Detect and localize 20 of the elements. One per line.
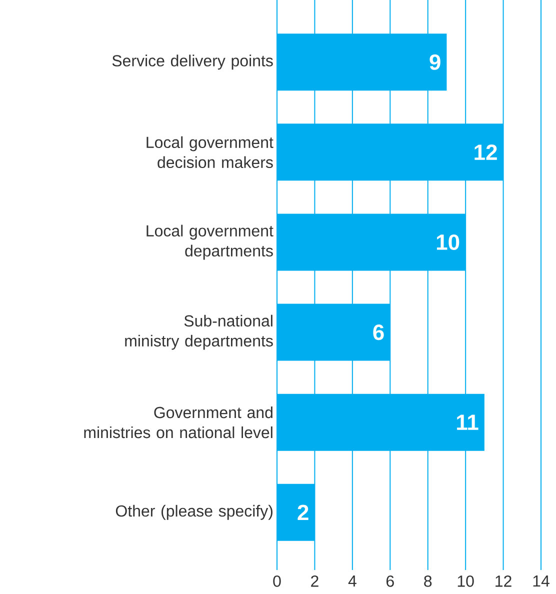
x-tick-label: 8 bbox=[424, 576, 432, 587]
y-tick-label: Other (please specify) bbox=[116, 504, 272, 520]
data-label: 9 bbox=[430, 54, 440, 70]
x-tick-label: 6 bbox=[386, 576, 394, 587]
y-tick-label: Government and ministries on national level bbox=[84, 406, 272, 438]
x-tick-label: 10 bbox=[458, 576, 474, 587]
y-tick-label: Service delivery points bbox=[112, 54, 273, 70]
y-tick-label: Sub-national ministry departments bbox=[125, 314, 273, 350]
x-tick-label: 0 bbox=[273, 576, 281, 587]
x-tick-label: 14 bbox=[533, 576, 550, 587]
data-label: 12 bbox=[474, 144, 497, 160]
x-tick-label: 12 bbox=[496, 576, 512, 587]
y-tick-label: Local government departments bbox=[146, 224, 274, 260]
x-tick-label: 4 bbox=[348, 576, 356, 587]
data-label: 11 bbox=[457, 414, 478, 430]
data-label: 6 bbox=[373, 324, 384, 340]
data-label: 10 bbox=[436, 234, 460, 250]
y-tick-label: Local government decision makers bbox=[146, 136, 274, 168]
data-label: 2 bbox=[298, 504, 308, 520]
x-tick-label: 2 bbox=[311, 576, 318, 587]
